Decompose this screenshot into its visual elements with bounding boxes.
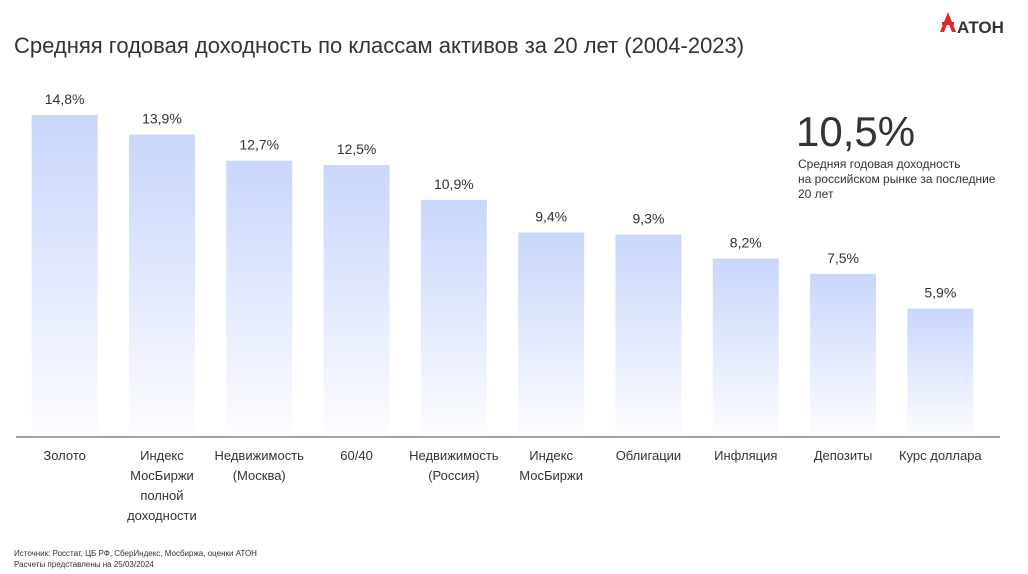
- x-tick-label: Недвижимость (Россия): [409, 448, 499, 483]
- bar: [420, 199, 487, 437]
- source: Источник: Росстат, ЦБ РФ, СберИндекс, Мо…: [14, 549, 257, 558]
- bar: [712, 258, 779, 437]
- x-tick-label: Золото: [43, 448, 86, 463]
- x-tick-label: Недвижимость (Москва): [214, 448, 304, 483]
- x-tick-label: Депозиты: [813, 448, 873, 463]
- annotation-text: Средняя годовая доходность: [798, 157, 961, 171]
- x-tick-label: Облигации: [615, 448, 682, 463]
- value-label: 10,9%: [434, 176, 474, 192]
- logo-mark: [940, 12, 956, 32]
- value-label: 14,8%: [45, 91, 85, 107]
- bar: [907, 308, 974, 437]
- value-label: 7,5%: [827, 250, 859, 266]
- value-label: 13,9%: [142, 111, 182, 127]
- x-tick-label: 60/40: [340, 448, 373, 463]
- annotation-text: на российском рынке за последние: [798, 172, 996, 186]
- bar: [128, 134, 195, 437]
- bar: [226, 160, 293, 437]
- bar: [810, 273, 877, 437]
- value-label: 9,3%: [632, 211, 664, 227]
- value-label: 8,2%: [730, 235, 762, 251]
- value-label: 5,9%: [924, 285, 956, 301]
- x-tick-label: Инфляция: [714, 448, 778, 463]
- annotation-text: 20 лет: [798, 187, 834, 201]
- bar: [31, 115, 98, 437]
- source: Расчеты представлены на 25/03/2024: [14, 560, 154, 569]
- chart-title: Средняя годовая доходность по классам ак…: [14, 33, 744, 58]
- x-tick-label: Курс доллара: [899, 448, 982, 463]
- logo: АТОН: [957, 18, 1004, 37]
- value-label: 9,4%: [535, 208, 567, 224]
- annotation-value: 10,5%: [796, 108, 915, 155]
- value-label: 12,7%: [239, 137, 279, 153]
- value-label: 12,5%: [337, 141, 377, 157]
- x-tick-label: Индекс МосБиржи полной доходности: [127, 448, 197, 523]
- bar: [615, 234, 682, 437]
- bar: [323, 165, 390, 438]
- bar: [518, 232, 585, 437]
- x-tick-label: Индекс МосБиржи: [519, 448, 583, 483]
